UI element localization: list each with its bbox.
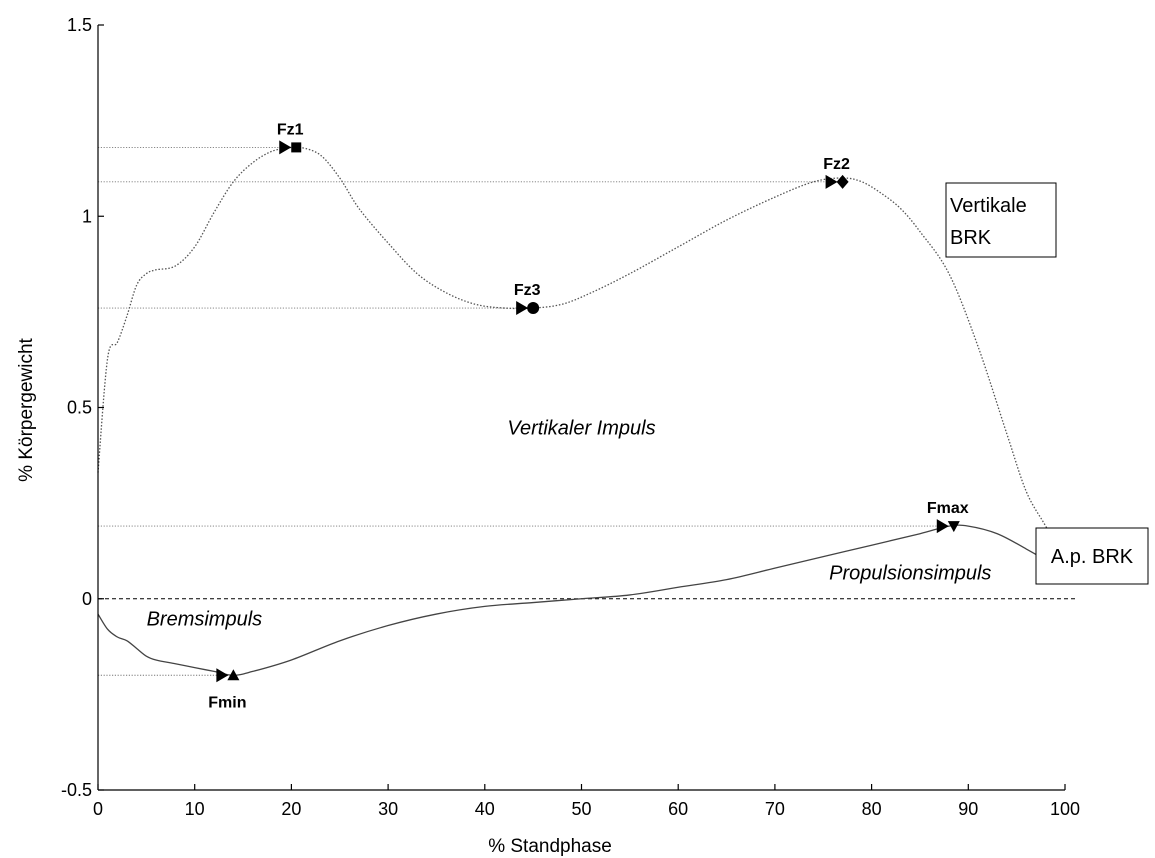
x-tick-label: 30 (378, 799, 398, 819)
x-axis-label: % Standphase (488, 836, 612, 857)
annotation-bremsimpuls: Bremsimpuls (147, 609, 263, 631)
text-layer: % Standphase % Körpergewicht -0.500.511.… (16, 15, 1080, 857)
marker-fmax-triangle-down (947, 521, 960, 533)
y-tick-label: -0.5 (61, 780, 92, 800)
x-tick-label: 70 (765, 799, 785, 819)
marker-fmin-arrow (216, 668, 229, 683)
vertical-force-box (945, 182, 1057, 258)
x-tick-label: 60 (668, 799, 688, 819)
x-tick-label: 20 (281, 799, 301, 819)
marker-fz3-circle (527, 302, 540, 315)
x-tick-label: 40 (475, 799, 495, 819)
marker-fmax (936, 519, 960, 534)
x-tick-label: 50 (571, 799, 591, 819)
marker-label-fmax: Fmax (927, 500, 969, 517)
marker-fmin-triangle-up (227, 669, 240, 681)
marker-fz3-arrow (516, 301, 529, 316)
annotation-vertikaler-impuls: Vertikaler Impuls (507, 417, 655, 439)
marker-fz1-square (291, 142, 302, 153)
marker-label-fz2: Fz2 (823, 156, 850, 173)
markers-layer (216, 140, 960, 683)
marker-fmin (216, 668, 240, 683)
marker-label-fz1: Fz1 (277, 121, 304, 138)
marker-label-fz3: Fz3 (514, 282, 541, 299)
boxed-labels: Vertikale BRK A.p. BRK (945, 182, 1149, 585)
y-tick-label: 0 (82, 589, 92, 609)
x-tick-label: 100 (1050, 799, 1080, 819)
vertical-force-box-line-1: Vertikale (950, 195, 1027, 217)
marker-fz1 (279, 140, 302, 155)
series-line-0 (97, 146, 1066, 561)
series-line-1 (97, 524, 1066, 676)
y-axis-label: % Körpergewicht (16, 337, 37, 481)
y-tick-label: 0.5 (67, 398, 92, 418)
ap-force-box (1035, 527, 1149, 585)
x-tick-label: 90 (958, 799, 978, 819)
x-tick-label: 80 (862, 799, 882, 819)
y-tick-label: 1.5 (67, 15, 92, 35)
marker-fz3 (516, 301, 540, 316)
marker-fmax-arrow (936, 519, 949, 534)
marker-fz2 (825, 174, 849, 189)
annotation-propulsionsimpuls: Propulsionsimpuls (829, 563, 991, 585)
y-tick-label: 1 (82, 206, 92, 226)
marker-label-fmin: Fmin (208, 694, 246, 711)
series-layer (97, 146, 1066, 676)
x-tick-label: 0 (93, 799, 103, 819)
vertical-force-box-line-2: BRK (950, 227, 992, 249)
ap-force-box-text: A.p. BRK (1051, 546, 1134, 568)
marker-fz1-arrow (279, 140, 292, 155)
axes (97, 24, 1066, 791)
marker-fz2-arrow (825, 174, 838, 189)
marker-fz2-diamond (836, 174, 849, 189)
reference-lines (98, 146, 1075, 676)
x-tick-label: 10 (185, 799, 205, 819)
